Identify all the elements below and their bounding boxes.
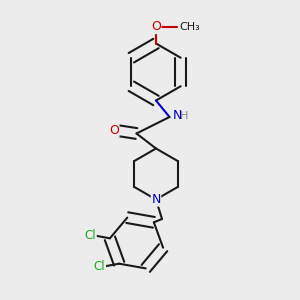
Text: H: H (179, 111, 188, 121)
Text: N: N (151, 193, 161, 206)
Text: N: N (172, 109, 182, 122)
Text: Cl: Cl (85, 229, 96, 242)
Text: O: O (151, 20, 161, 34)
Text: O: O (109, 124, 119, 137)
Text: CH₃: CH₃ (179, 22, 200, 32)
Text: Cl: Cl (94, 260, 106, 273)
